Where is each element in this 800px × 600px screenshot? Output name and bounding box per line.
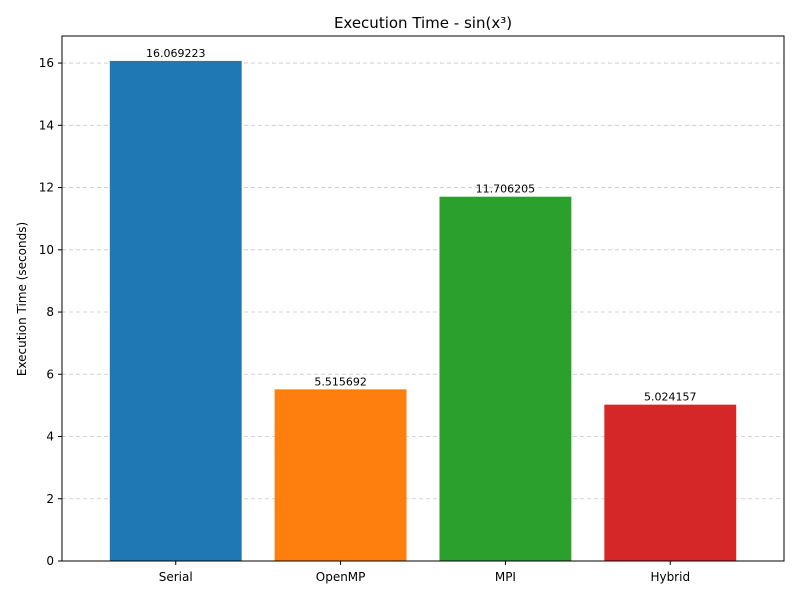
y-axis-label: Execution Time (seconds) [15,222,29,376]
y-tick-label: 8 [46,305,54,319]
y-tick-label: 2 [46,492,54,506]
data-label: 5.515692 [314,375,367,388]
data-label: 16.069223 [146,47,206,60]
y-tick-label: 0 [46,554,54,568]
bars [109,60,737,562]
data-labels: 16.069223 5.515692 11.706205 5.024157 [146,47,697,404]
plot-frame [61,35,785,562]
y-tick-label: 16 [39,56,54,70]
data-label: 11.706205 [476,183,536,196]
bar-openmp [274,389,407,561]
y-tick-label: 10 [39,243,54,257]
x-axis-ticks: Serial OpenMP MPI Hybrid [159,561,690,584]
x-tick-label: MPI [495,570,516,584]
x-tick-label: Hybrid [650,570,690,584]
x-tick-label: OpenMP [316,570,366,584]
y-tick-label: 6 [46,367,54,381]
x-tick-label: Serial [159,570,193,584]
y-tick-label: 14 [39,118,54,132]
y-tick-label: 4 [46,430,54,444]
chart-title: Execution Time - sin(x³) [334,14,512,32]
bar-mpi [439,196,572,561]
data-label: 5.024157 [644,391,697,404]
y-axis-ticks: 0 2 4 6 8 10 12 14 16 [39,56,62,568]
bar-hybrid [604,404,737,561]
y-tick-label: 12 [39,181,54,195]
bar-serial [109,60,242,562]
